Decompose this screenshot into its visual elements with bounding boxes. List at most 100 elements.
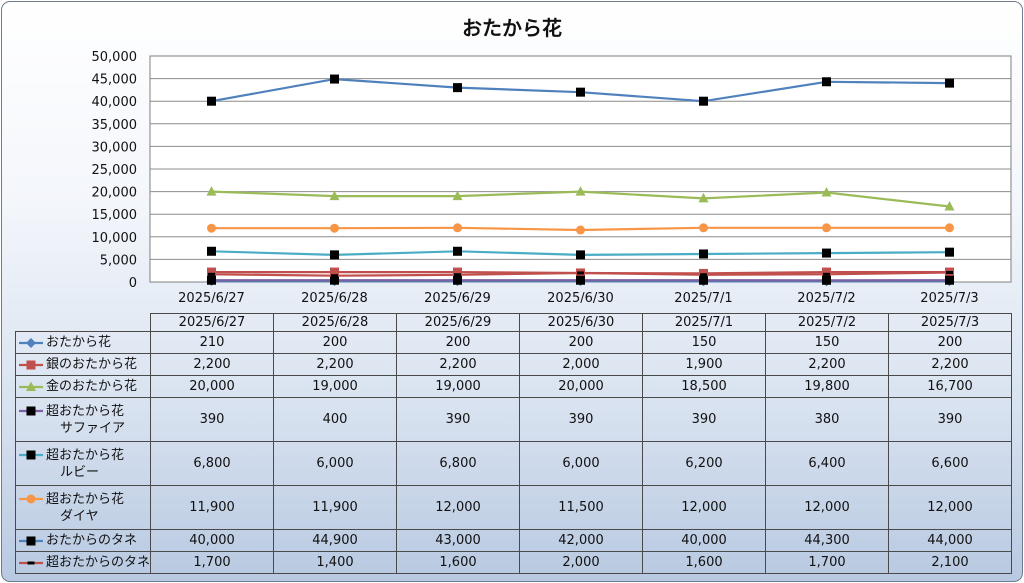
data-point <box>454 273 461 277</box>
legend-key <box>19 536 43 545</box>
data-point <box>207 267 216 277</box>
data-point <box>576 87 585 97</box>
table-cell: 42,000 <box>519 529 644 552</box>
y-tick-label: 50,000 <box>92 50 138 65</box>
table-cell: 44,300 <box>765 529 890 552</box>
data-point <box>822 267 831 277</box>
legend-entry: 超おたから花 サファイア <box>14 397 152 442</box>
y-tick-label: 15,000 <box>92 208 138 223</box>
data-point <box>945 78 954 88</box>
table-header-cell: 2025/7/1 <box>642 313 767 332</box>
data-point <box>944 201 955 211</box>
y-tick-label: 5,000 <box>100 253 137 268</box>
table-cell: 6,000 <box>273 441 398 486</box>
table-cell: 1,400 <box>273 551 398 574</box>
data-point <box>207 275 216 285</box>
table-cell: 11,500 <box>519 485 644 530</box>
y-tick-label: 45,000 <box>92 73 138 88</box>
data-point <box>208 272 215 276</box>
series <box>208 271 953 278</box>
legend-label: 超おたから花 <box>46 403 125 419</box>
table-row: 金のおたから花 20,000 19,000 19,000 20,000 18,500 19,… <box>14 375 1013 398</box>
table-cell: 19,000 <box>273 375 398 398</box>
table-cell: 400 <box>273 397 398 442</box>
x-tick-label: 2025/7/1 <box>674 291 732 306</box>
y-tick-label: 25,000 <box>92 163 138 178</box>
table-cell: 2,200 <box>396 353 521 376</box>
table-row: 超おたからのタネ 1,700 1,400 1,600 2,000 1,600 1,700 2,… <box>14 551 1013 574</box>
table-corner <box>15 313 152 332</box>
legend-label: 銀のおたから花 <box>46 357 138 372</box>
table-cell: 12,000 <box>642 485 767 530</box>
legend-label: 超おたから花 <box>46 447 125 463</box>
table-cell: 12,000 <box>765 485 890 530</box>
series <box>207 74 954 106</box>
series <box>207 223 954 235</box>
legend-key <box>19 381 43 391</box>
data-point <box>823 272 830 276</box>
table-cell: 18,500 <box>642 375 767 398</box>
table-header-cell: 2025/6/29 <box>396 313 521 332</box>
table-cell: 6,800 <box>150 441 275 486</box>
table-header-cell: 2025/6/30 <box>519 313 644 332</box>
data-point <box>26 494 36 504</box>
table-cell: 2,100 <box>888 551 1013 574</box>
table-header-cell: 2025/6/28 <box>273 313 398 332</box>
table-cell: 150 <box>642 331 767 354</box>
table-row: 超おたから花 ルビー 6,800 6,000 6,800 6,000 6,200 6,400 6… <box>14 441 1013 486</box>
legend-label: おたから花 <box>46 335 112 350</box>
data-point <box>329 190 340 201</box>
table-cell: 6,800 <box>396 441 521 486</box>
data-point <box>699 96 708 106</box>
table-cell: 11,900 <box>273 485 398 530</box>
table-cell: 20,000 <box>150 375 275 398</box>
table-row: おたから花 210 200 200 200 150 150 200 <box>14 331 1013 354</box>
table-cell: 19,800 <box>765 375 890 398</box>
table-row: 超おたから花 サファイア 390 400 390 390 390 380 390 <box>14 397 1013 442</box>
table-cell: 40,000 <box>642 529 767 552</box>
table-cell: 2,200 <box>273 353 398 376</box>
data-point <box>575 186 586 196</box>
data-point <box>576 275 585 285</box>
table-cell: 6,200 <box>642 441 767 486</box>
table-cell: 200 <box>273 331 398 354</box>
x-tick-label: 2025/6/30 <box>547 291 614 306</box>
data-point <box>26 360 36 369</box>
data-point <box>576 250 585 260</box>
legend-key <box>19 494 43 504</box>
table-cell: 200 <box>396 331 521 354</box>
table-cell: 12,000 <box>888 485 1013 530</box>
series <box>206 186 955 211</box>
legend-entry: 超おたから花 ルビー <box>14 441 152 486</box>
legend-key <box>19 450 43 460</box>
data-point <box>822 77 831 87</box>
data-point <box>330 250 339 260</box>
data-point <box>577 271 584 275</box>
legend-entry: 超おたからのタネ <box>14 551 152 574</box>
legend-label-line2: ダイヤ <box>60 508 99 524</box>
table-cell: 6,000 <box>519 441 644 486</box>
data-point <box>26 406 36 416</box>
legend-label: 超おたから花 <box>46 491 125 507</box>
series <box>207 275 954 285</box>
table-cell: 12,000 <box>396 485 521 530</box>
data-point <box>26 536 36 545</box>
series <box>207 246 954 260</box>
table-cell: 44,000 <box>888 529 1013 552</box>
table-cell: 200 <box>888 331 1013 354</box>
table-row: 超おたから花 ダイヤ 11,900 11,900 12,000 11,500 12,000 1… <box>14 485 1013 530</box>
table-cell: 2,200 <box>888 353 1013 376</box>
legend-entry: おたから花 <box>14 331 152 354</box>
data-point <box>453 246 462 256</box>
table-cell: 1,600 <box>642 551 767 574</box>
y-tick-label: 40,000 <box>92 95 138 110</box>
table-cell: 150 <box>765 331 890 354</box>
data-point <box>453 275 462 285</box>
data-point <box>207 246 216 256</box>
y-tick-label: 0 <box>129 276 137 291</box>
table-cell: 43,000 <box>396 529 521 552</box>
data-point <box>330 275 339 285</box>
legend-entry: 金のおたから花 <box>14 375 152 398</box>
chart-plot: 0 5,000 10,000 15,000 20,000 25,000 30,000 35,0… <box>92 50 1012 306</box>
data-point <box>698 192 709 203</box>
